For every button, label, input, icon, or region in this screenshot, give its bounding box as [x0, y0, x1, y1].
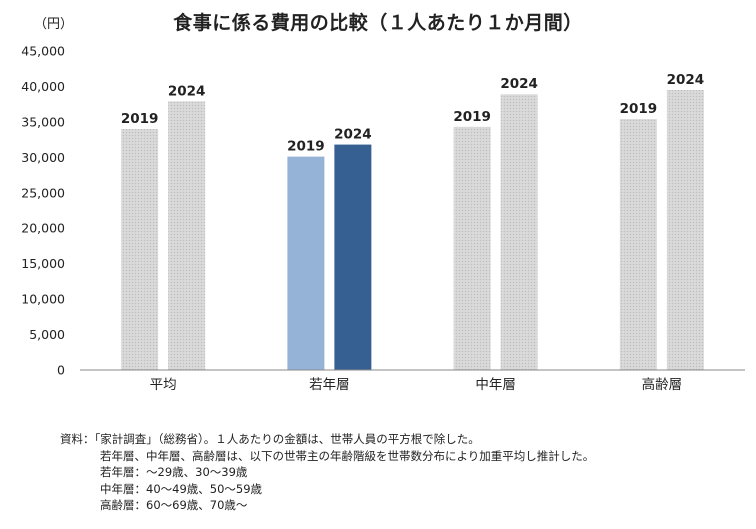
y-axis: 0 5,000 10,000 15,000 20,000 25,000 30,000 35,0…	[21, 44, 65, 378]
bar-label-2019: 2019	[287, 139, 325, 155]
x-tick-label: 高齢層	[642, 376, 683, 393]
bar-label-2019: 2019	[453, 109, 491, 125]
bar-2024-2	[334, 144, 372, 370]
y-tick-label: 15,000	[21, 256, 65, 271]
method-note: 若年層、中年層、高齢層は、以下の世帯主の年齢階級を世帯数分布により加重平均し推計…	[100, 448, 595, 463]
chart-title: 食事に係る費用の比較（１人あたり１か月間）	[173, 12, 583, 34]
y-tick-label: 35,000	[21, 114, 65, 129]
bar-label-2024: 2024	[667, 72, 705, 88]
y-tick-label: 20,000	[21, 221, 65, 236]
bar-2024-3	[500, 94, 538, 371]
x-tick-label: 若年層	[309, 377, 350, 393]
bar-2019-4	[619, 119, 657, 370]
y-tick-label: 10,000	[21, 292, 65, 307]
bar-2019-2	[287, 156, 325, 370]
y-tick-label: 45,000	[21, 44, 65, 59]
bar-label-2019: 2019	[121, 111, 159, 127]
source-note: 資料：「家計調査」（総務省）。１人あたりの金額は、世帯人員の平方根で除した。	[60, 432, 480, 446]
bar-2019-1	[121, 128, 159, 370]
bar-label-2019: 2019	[620, 101, 658, 117]
x-tick-label: 平均	[150, 377, 177, 393]
x-tick-label: 中年層	[475, 377, 516, 393]
bar-2019-3	[453, 126, 491, 371]
young-definition: 若年層：～29歳、30～39歳	[100, 465, 248, 479]
bar-label-2024: 2024	[168, 83, 206, 99]
chart-notes: 資料：「家計調査」（総務省）。１人あたりの金額は、世帯人員の平方根で除した。 若…	[60, 431, 594, 514]
y-tick-label: 5,000	[29, 327, 65, 342]
y-axis-unit-label: （円）	[34, 17, 74, 32]
y-tick-label: 0	[57, 363, 65, 378]
bar-2024-1	[168, 101, 206, 370]
x-axis: 平均 若年層 中年層 高齢層	[80, 369, 745, 393]
bar-label-2024: 2024	[500, 76, 538, 92]
y-tick-label: 25,000	[21, 185, 65, 200]
y-tick-label: 40,000	[21, 79, 65, 94]
bar-label-2024: 2024	[334, 127, 372, 143]
y-tick-label: 30,000	[21, 150, 65, 165]
middle-definition: 中年層：40～49歳、50～59歳	[100, 481, 263, 496]
bar-2024-4	[666, 89, 704, 370]
bars-group: 2019 2024 2019 2024 2019 2024 2019 2024	[121, 72, 705, 371]
elderly-definition: 高齢層：60～69歳、70歳～	[100, 498, 248, 512]
